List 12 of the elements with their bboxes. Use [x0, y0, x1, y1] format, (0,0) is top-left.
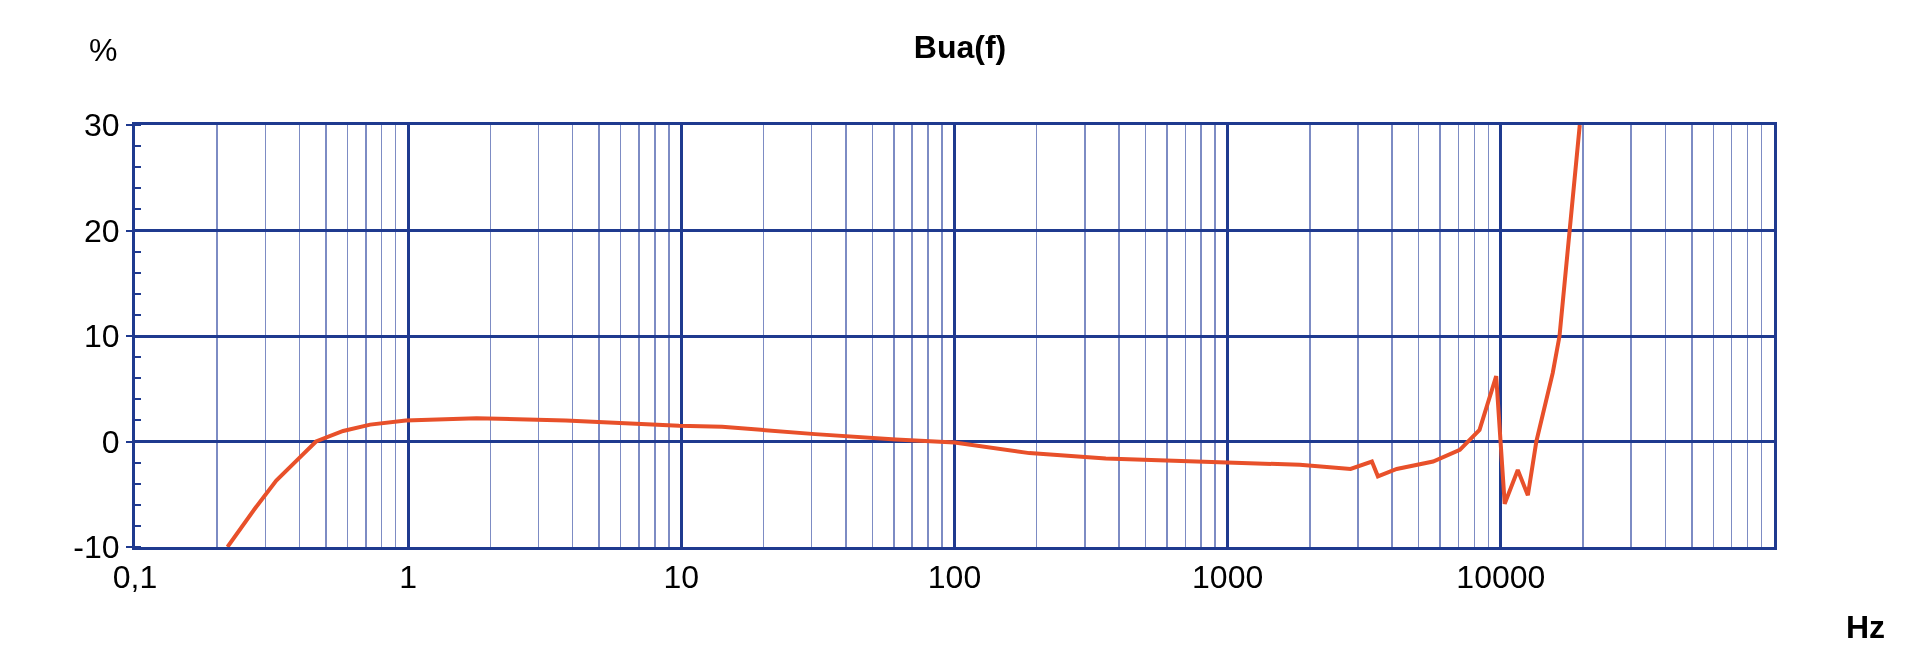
x-tick-label: 1: [399, 559, 418, 596]
x-tick-label: 1000: [1192, 559, 1264, 596]
x-tick-label: 10: [663, 559, 700, 596]
y-tick-label: 20: [84, 212, 120, 249]
x-axis-title: Hz: [1846, 609, 1886, 645]
y-tick-label: 30: [84, 107, 120, 144]
chart-title: Bua(f): [913, 28, 1007, 65]
y-tick-label: 0: [101, 423, 120, 460]
x-tick-label: 100: [927, 559, 982, 596]
x-tick-label: 10000: [1456, 559, 1546, 596]
y-tick-label: 10: [84, 318, 120, 355]
y-axis-title: %: [89, 32, 118, 68]
